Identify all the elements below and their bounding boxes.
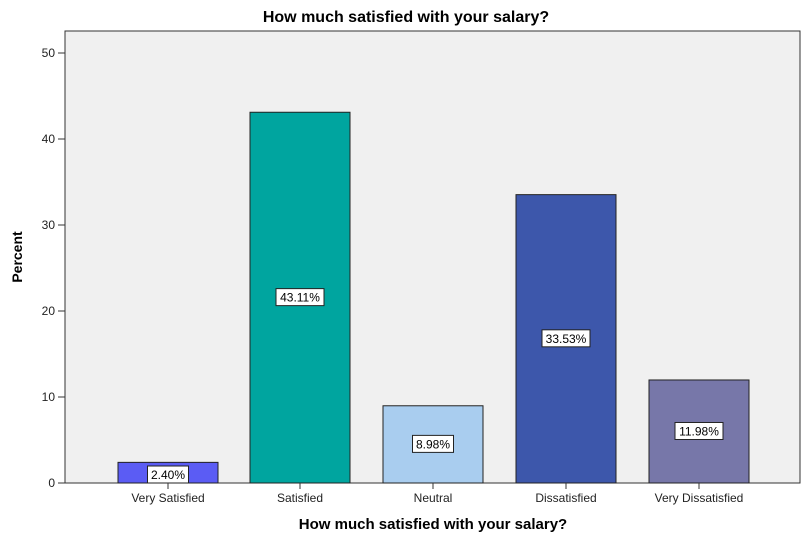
x-tick-label: Very Satisfied xyxy=(131,491,204,505)
data-label-box xyxy=(541,329,591,348)
y-tick-label: 10 xyxy=(42,390,56,404)
x-tick-label: Neutral xyxy=(414,491,453,505)
y-tick-label: 30 xyxy=(42,218,56,232)
data-label-box xyxy=(412,434,454,453)
data-label-box xyxy=(674,421,724,440)
data-label: 43.11% xyxy=(280,291,320,305)
y-axis-label: Percent xyxy=(9,231,25,283)
data-label: 11.98% xyxy=(679,424,719,438)
y-tick-label: 0 xyxy=(48,476,55,490)
x-tick-label: Dissatisfied xyxy=(535,491,596,505)
y-tick-label: 20 xyxy=(42,304,56,318)
data-label: 8.98% xyxy=(416,437,450,451)
data-label: 33.53% xyxy=(546,332,587,346)
x-axis-label: How much satisfied with your salary? xyxy=(299,516,567,533)
x-tick-label: Very Dissatisfied xyxy=(655,491,744,505)
data-label: 2.40% xyxy=(151,468,185,482)
y-tick-label: 40 xyxy=(42,132,56,146)
data-label-box xyxy=(275,288,325,307)
x-tick-label: Satisfied xyxy=(277,491,323,505)
chart-title: How much satisfied with your salary? xyxy=(263,9,549,26)
y-tick-label: 50 xyxy=(42,46,56,60)
